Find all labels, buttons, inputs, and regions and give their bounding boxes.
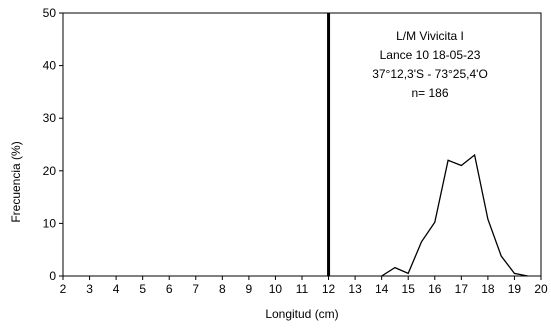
x-tick-label: 13 [348, 282, 362, 296]
x-tick-label: 5 [139, 282, 146, 296]
annotation-line: Lance 10 18-05-23 [380, 48, 481, 62]
y-tick-label: 20 [43, 164, 57, 178]
x-tick-label: 18 [481, 282, 495, 296]
annotation-line: n= 186 [411, 86, 448, 100]
x-axis-ticks: 2 3 4 5 6 7 8 9 10 11 12 13 14 15 16 17 18 19 20 [60, 276, 548, 296]
y-tick-label: 0 [49, 269, 56, 283]
x-tick-label: 8 [219, 282, 226, 296]
y-axis-ticks: 0 10 20 30 40 50 [43, 6, 63, 283]
series-line [381, 153, 528, 277]
x-tick-label: 17 [455, 282, 469, 296]
annotation-box: L/M Vivicita I Lance 10 18-05-23 37°12,3'S… [372, 29, 488, 100]
x-tick-label: 2 [60, 282, 67, 296]
series-group [381, 153, 528, 277]
x-tick-label: 10 [269, 282, 283, 296]
y-tick-label: 10 [43, 216, 57, 230]
x-tick-label: 3 [86, 282, 93, 296]
x-tick-label: 15 [402, 282, 416, 296]
x-tick-label: 11 [296, 282, 309, 296]
x-axis-title: Longitud (cm) [265, 307, 338, 321]
annotation-line: L/M Vivicita I [396, 29, 464, 43]
y-tick-label: 40 [43, 59, 57, 73]
x-tick-label: 4 [113, 282, 120, 296]
x-tick-label: 19 [508, 282, 522, 296]
y-tick-label: 30 [43, 111, 57, 125]
annotation-line: 37°12,3'S - 73°25,4'O [372, 67, 488, 81]
x-tick-label: 6 [166, 282, 173, 296]
x-tick-label: 20 [534, 282, 548, 296]
x-tick-label: 16 [428, 282, 442, 296]
x-tick-label: 7 [192, 282, 199, 296]
x-tick-label: 12 [322, 282, 336, 296]
x-tick-label: 9 [246, 282, 253, 296]
x-tick-label: 14 [375, 282, 389, 296]
y-axis-title: Frecuencia (%) [9, 141, 23, 222]
y-tick-label: 50 [43, 6, 57, 20]
